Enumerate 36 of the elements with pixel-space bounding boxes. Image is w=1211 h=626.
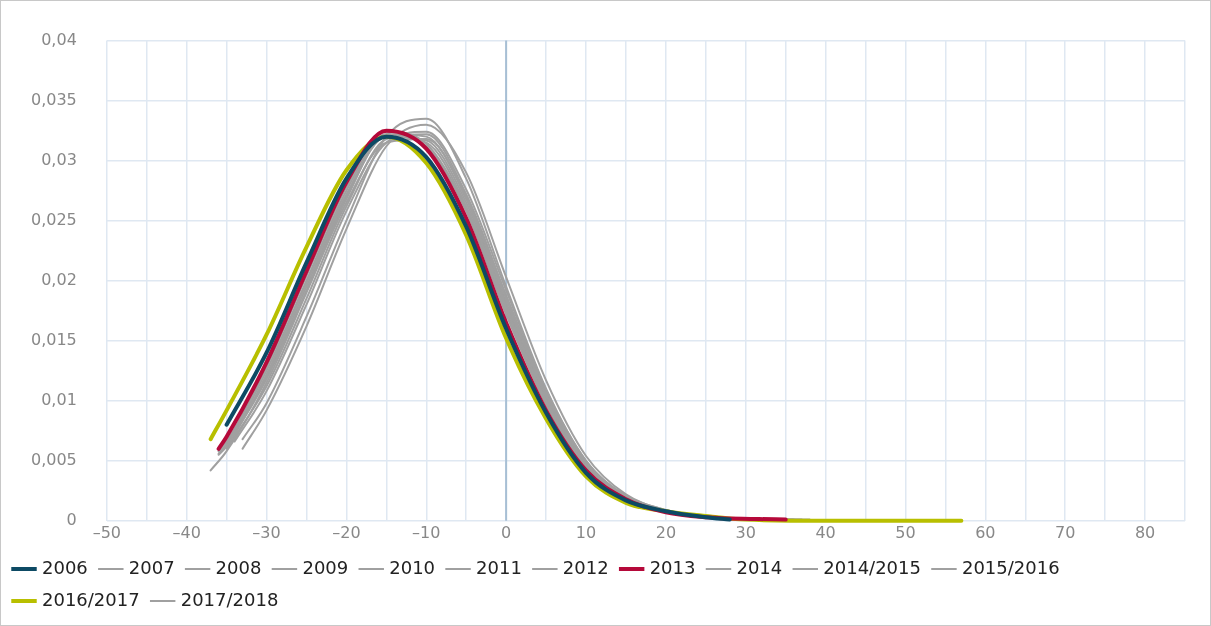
y-tick-label: 0 (66, 509, 77, 529)
y-tick-label: 0,025 (30, 209, 77, 229)
y-tick-label: 0,015 (30, 329, 77, 349)
y-tick-label: 0,005 (30, 449, 77, 469)
x-tick-label: 30 (735, 522, 756, 542)
x-tick-label: –50 (92, 522, 121, 542)
legend-label: 2016/2017 (42, 588, 140, 610)
x-tick-label: –30 (252, 522, 281, 542)
y-tick-label: 0,03 (41, 149, 77, 169)
x-tick-label: 0 (501, 522, 512, 542)
y-tick-label: 0,035 (30, 89, 77, 109)
legend-label: 2017/2018 (180, 588, 279, 610)
legend-label: 2012 (562, 556, 609, 578)
x-tick-label: 10 (575, 522, 597, 542)
x-tick-label: –10 (412, 522, 441, 542)
x-tick-label: –40 (172, 522, 201, 542)
legend-label: 2013 (649, 556, 696, 578)
legend-label: 2015/2016 (961, 556, 1060, 578)
legend-label: 2010 (389, 556, 436, 578)
legend-label: 2008 (215, 556, 262, 578)
legend-label: 2009 (302, 556, 349, 578)
x-tick-label: 60 (975, 522, 996, 542)
x-tick-label: –20 (332, 522, 361, 542)
y-tick-label: 0,01 (41, 389, 77, 409)
legend-label: 2006 (42, 556, 88, 578)
legend-label: 2011 (476, 556, 522, 578)
legend-label: 2014/2015 (823, 556, 921, 578)
x-tick-label: 50 (895, 522, 916, 542)
x-tick-label: 80 (1134, 522, 1156, 542)
y-tick-label: 0,02 (41, 269, 77, 289)
x-tick-label: 40 (815, 522, 836, 542)
x-tick-label: 20 (655, 522, 677, 542)
legend-label: 2007 (128, 556, 175, 578)
y-tick-label: 0,04 (41, 29, 77, 49)
legend-label: 2014 (736, 556, 783, 578)
x-tick-label: 70 (1055, 522, 1076, 542)
